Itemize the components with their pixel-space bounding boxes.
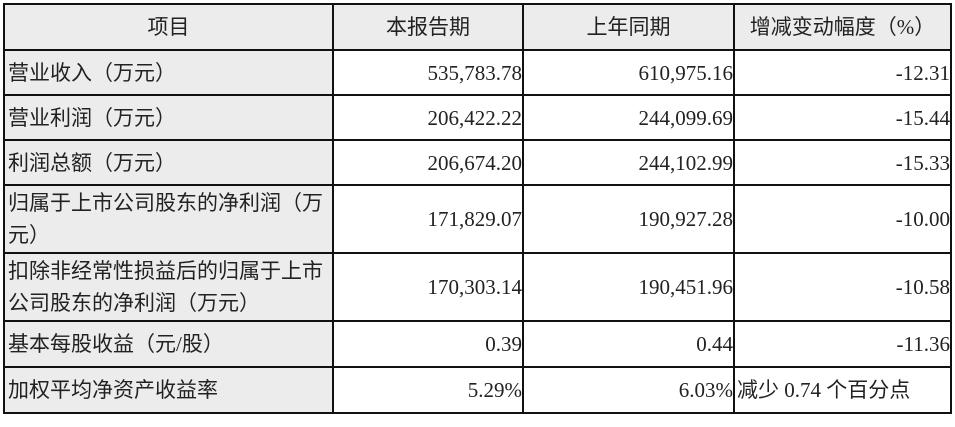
change-value: -11.36 [733, 320, 952, 368]
header-change: 增减变动幅度（%） [733, 3, 952, 51]
current-value: 5.29% [332, 366, 524, 414]
prior-value: 190,451.96 [522, 252, 735, 322]
prior-value: 610,975.16 [522, 49, 735, 96]
header-current-period: 本报告期 [332, 3, 524, 51]
current-value: 171,829.07 [332, 184, 524, 254]
change-value: -15.44 [733, 94, 952, 141]
prior-value: 6.03% [522, 366, 735, 414]
prior-value: 244,102.99 [522, 139, 735, 186]
table-row: 营业利润（万元） 206,422.22 244,099.69 -15.44 [3, 94, 952, 141]
header-item: 项目 [3, 3, 334, 51]
change-value: -10.58 [733, 252, 952, 322]
prior-value: 190,927.28 [522, 184, 735, 254]
row-label: 利润总额（万元） [3, 139, 334, 186]
change-value: -10.00 [733, 184, 952, 254]
table-row: 利润总额（万元） 206,674.20 244,102.99 -15.33 [3, 139, 952, 186]
change-value: 减少 0.74 个百分点 [733, 366, 952, 414]
prior-value: 244,099.69 [522, 94, 735, 141]
current-value: 170,303.14 [332, 252, 524, 322]
row-label: 加权平均净资产收益率 [3, 366, 334, 414]
row-label: 归属于上市公司股东的净利润（万元） [3, 184, 334, 254]
header-prior-period: 上年同期 [522, 3, 735, 51]
current-value: 535,783.78 [332, 49, 524, 96]
table-row: 营业收入（万元） 535,783.78 610,975.16 -12.31 [3, 49, 952, 96]
current-value: 206,422.22 [332, 94, 524, 141]
row-label: 营业利润（万元） [3, 94, 334, 141]
row-label: 基本每股收益（元/股） [3, 320, 334, 368]
table-row: 扣除非经常性损益后的归属于上市公司股东的净利润（万元） 170,303.14 1… [3, 252, 952, 322]
row-label: 营业收入（万元） [3, 49, 334, 96]
table-row: 归属于上市公司股东的净利润（万元） 171,829.07 190,927.28 … [3, 184, 952, 254]
change-value: -15.33 [733, 139, 952, 186]
prior-value: 0.44 [522, 320, 735, 368]
current-value: 206,674.20 [332, 139, 524, 186]
row-label: 扣除非经常性损益后的归属于上市公司股东的净利润（万元） [3, 252, 334, 322]
table-row: 基本每股收益（元/股） 0.39 0.44 -11.36 [3, 320, 952, 368]
current-value: 0.39 [332, 320, 524, 368]
header-row: 项目 本报告期 上年同期 增减变动幅度（%） [3, 3, 952, 51]
change-value: -12.31 [733, 49, 952, 96]
table-row: 加权平均净资产收益率 5.29% 6.03% 减少 0.74 个百分点 [3, 366, 952, 414]
financial-summary-table: 项目 本报告期 上年同期 增减变动幅度（%） 营业收入（万元） 535,783.… [3, 3, 952, 414]
